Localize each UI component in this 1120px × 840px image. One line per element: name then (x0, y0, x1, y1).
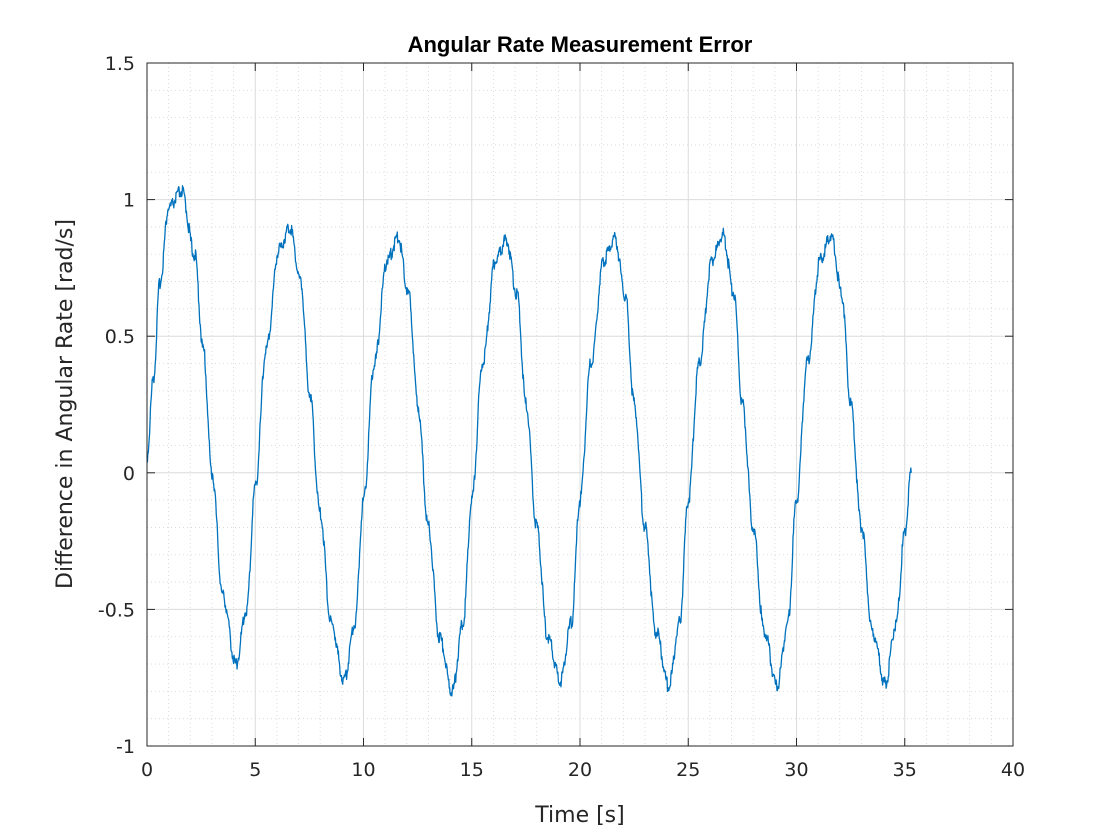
y-tick-label: 1 (123, 190, 135, 212)
y-tick-label: 0 (123, 463, 135, 485)
y-tick-label: 0.5 (105, 326, 135, 348)
y-tick-label: 1.5 (105, 53, 135, 75)
x-tick-label: 40 (1001, 759, 1025, 781)
y-tick-label: -1 (116, 736, 135, 758)
y-axis-label: Difference in Angular Rate [rad/s] (53, 219, 78, 589)
x-tick-label: 35 (893, 759, 917, 781)
x-axis: 0 5 10 15 20 25 30 35 40 (141, 63, 1025, 781)
x-tick-label: 20 (568, 759, 592, 781)
x-tick-label: 15 (460, 759, 484, 781)
x-tick-label: 5 (249, 759, 261, 781)
chart-title: Angular Rate Measurement Error (408, 32, 753, 57)
series-line (146, 185, 912, 697)
y-tick-label: -0.5 (98, 599, 135, 621)
y-axis: -1 -0.5 0 0.5 1 1.5 (98, 53, 1013, 758)
x-tick-label: 0 (141, 759, 153, 781)
x-axis-label: Time [s] (534, 803, 624, 828)
x-tick-label: 30 (784, 759, 808, 781)
x-tick-label: 10 (351, 759, 375, 781)
x-tick-label: 25 (676, 759, 700, 781)
